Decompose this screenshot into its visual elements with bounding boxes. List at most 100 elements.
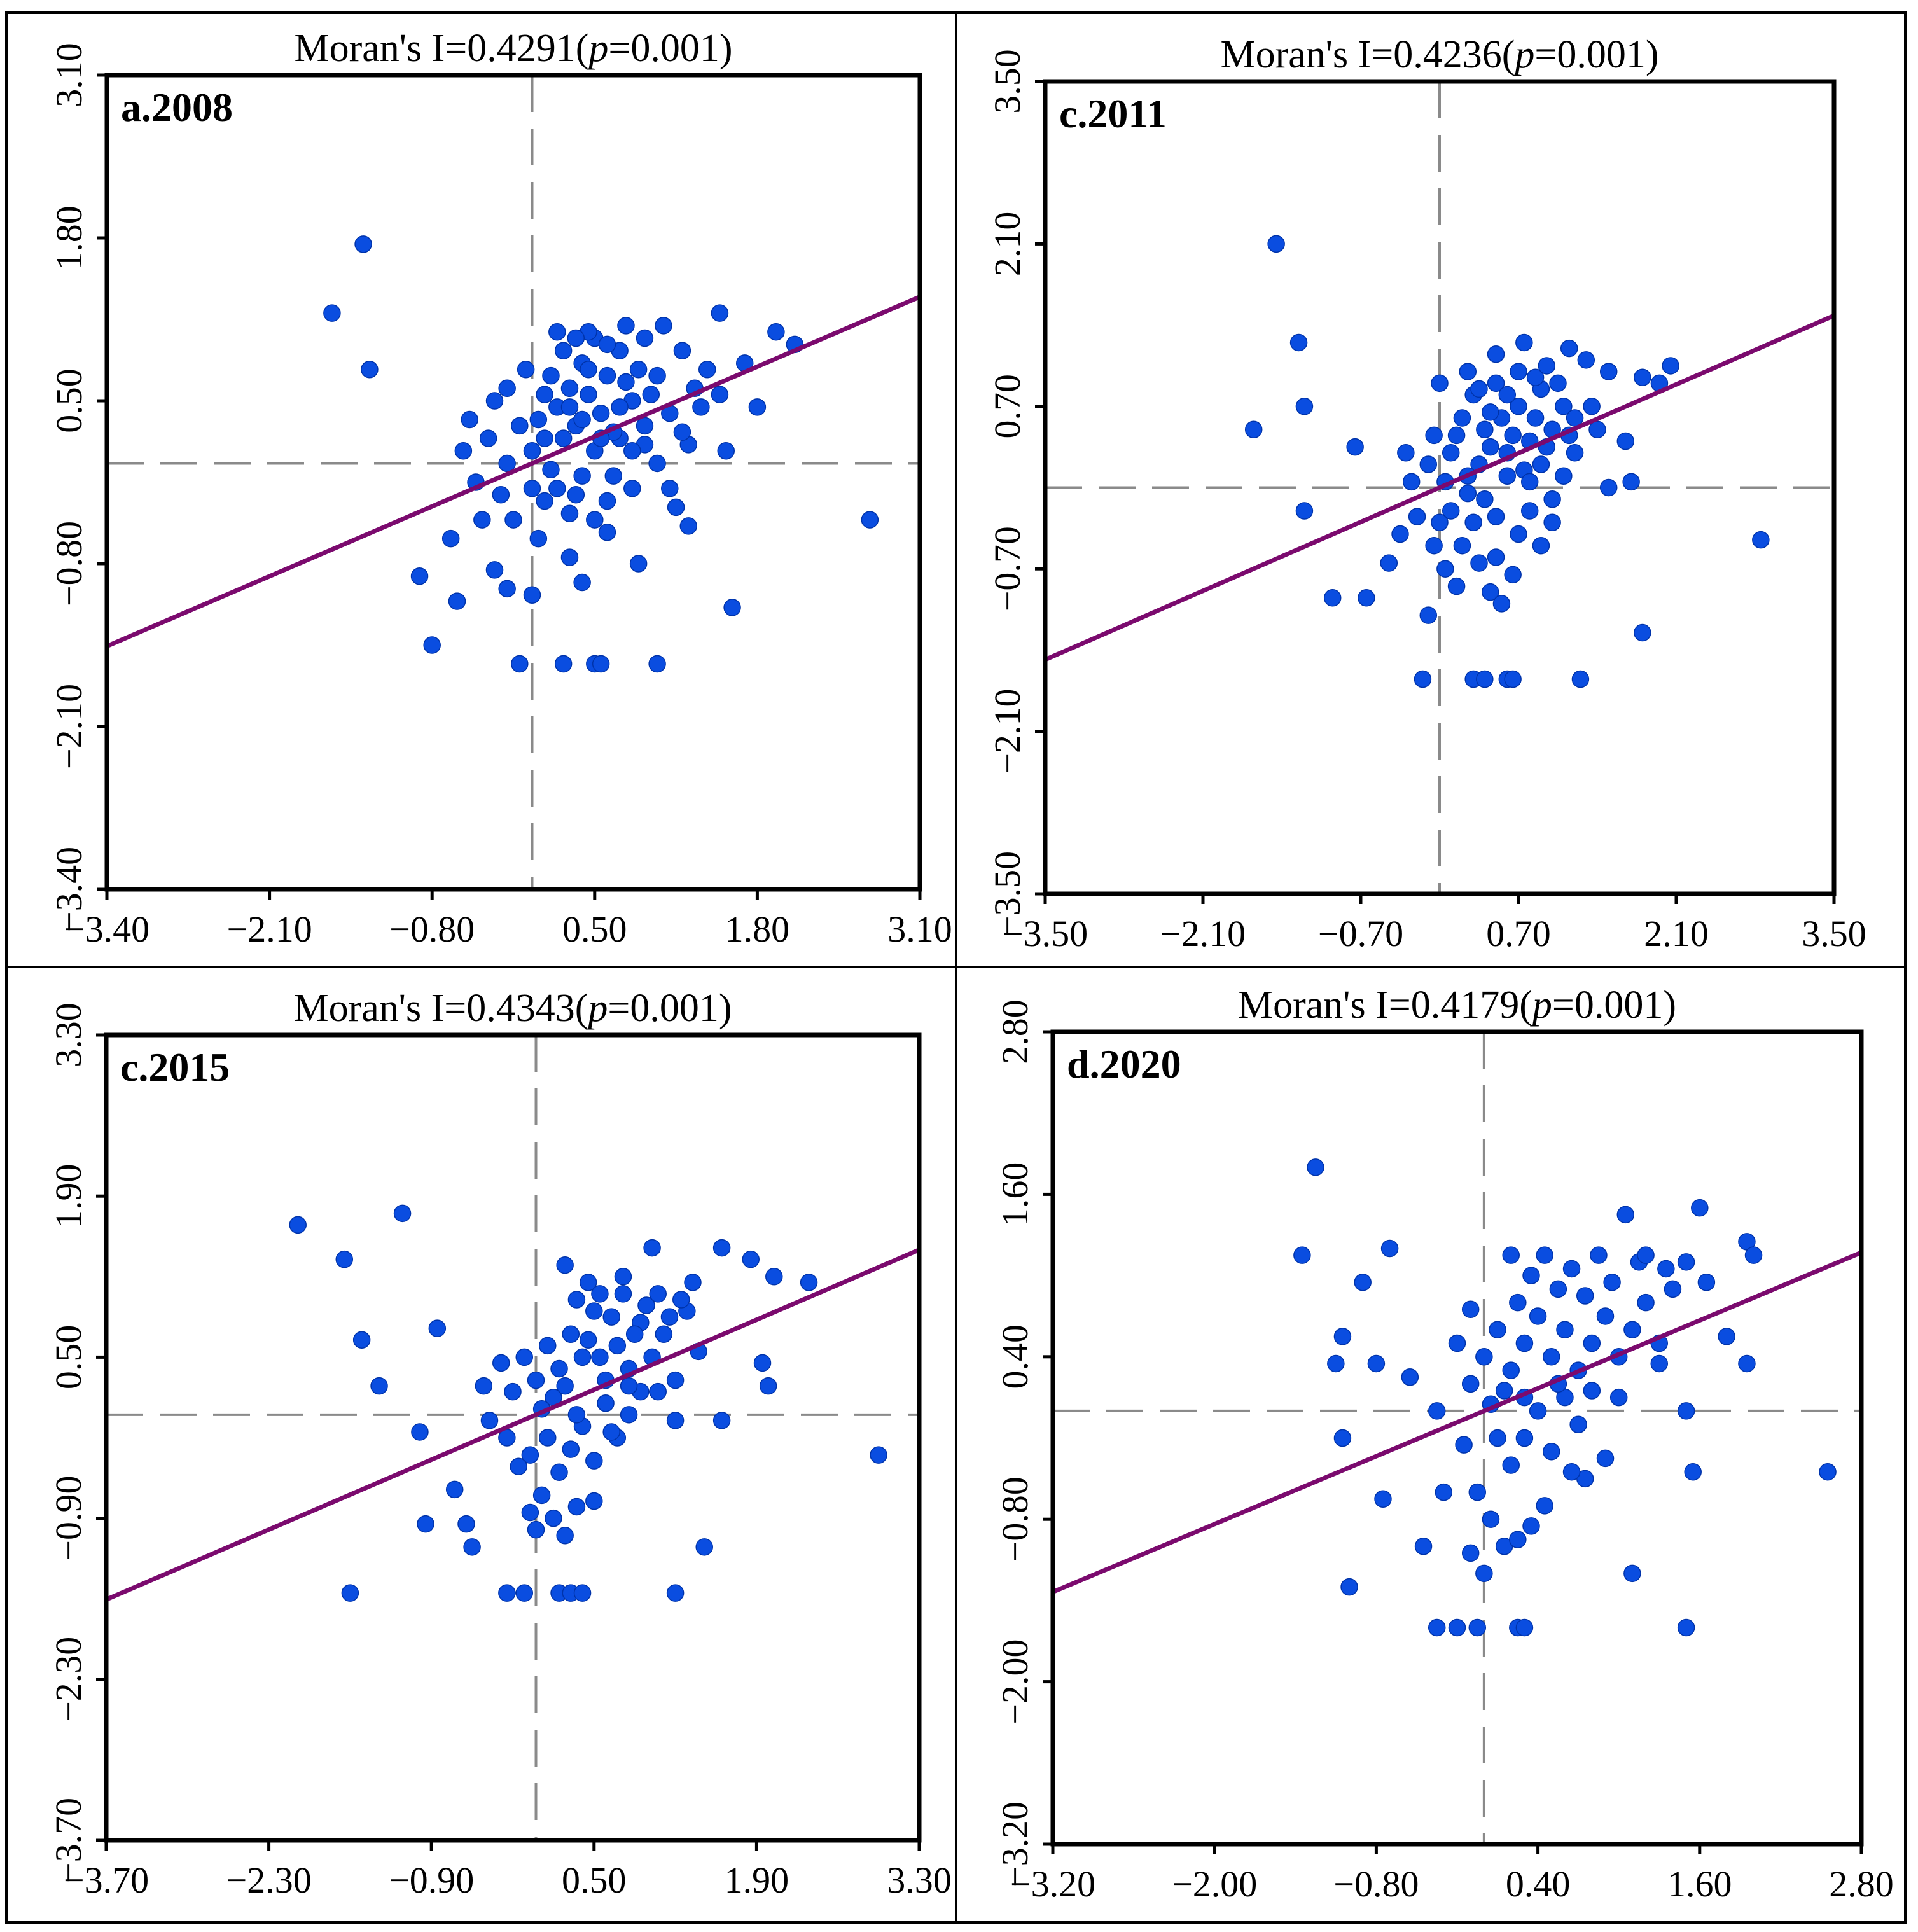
data-point xyxy=(441,529,460,548)
data-point xyxy=(579,1274,597,1291)
data-point xyxy=(1677,1253,1695,1271)
data-point xyxy=(1520,502,1539,520)
y-tick-label: 2.80 xyxy=(994,999,1036,1064)
data-point xyxy=(417,1515,434,1533)
data-point xyxy=(517,361,535,379)
data-point xyxy=(1562,1463,1581,1481)
data-point xyxy=(515,1584,534,1602)
x-tick-label: 0.50 xyxy=(562,908,627,950)
data-point xyxy=(1340,1578,1358,1596)
data-point xyxy=(1664,1280,1682,1298)
y-tick-label: 3.50 xyxy=(987,49,1028,114)
x-tick-label: 2.80 xyxy=(1829,1863,1894,1905)
data-point xyxy=(742,1250,760,1268)
data-point xyxy=(598,492,616,510)
data-point xyxy=(1596,1449,1615,1468)
data-point xyxy=(550,1359,568,1378)
data-point xyxy=(527,1371,545,1389)
data-point xyxy=(1419,455,1438,473)
data-point xyxy=(289,1216,307,1234)
data-point xyxy=(1555,467,1573,485)
data-point xyxy=(666,1371,685,1389)
data-point xyxy=(1487,548,1505,566)
data-point xyxy=(1428,1402,1446,1420)
y-tick-label: −3.20 xyxy=(994,1802,1036,1887)
data-point xyxy=(1391,525,1409,543)
data-point xyxy=(712,1412,731,1429)
data-point xyxy=(673,423,691,441)
data-point xyxy=(1475,1348,1493,1366)
data-point xyxy=(1562,1260,1581,1278)
data-point xyxy=(423,636,441,654)
data-point xyxy=(861,511,879,529)
data-point xyxy=(573,1584,592,1602)
data-point xyxy=(510,1457,527,1475)
data-point xyxy=(1549,374,1567,393)
data-point xyxy=(1677,1618,1695,1637)
data-point xyxy=(1662,357,1679,375)
data-point xyxy=(1599,363,1618,380)
data-point xyxy=(523,442,541,460)
data-point xyxy=(637,1296,655,1314)
regression-line xyxy=(106,1247,919,1602)
data-point xyxy=(598,524,616,541)
panel-c-2011: Moran's I=0.4236(p=0.001) c.2011 −3.50−3… xyxy=(987,33,1866,954)
data-point xyxy=(1634,368,1651,386)
data-point xyxy=(352,1331,371,1349)
x-tick-label: 2.10 xyxy=(1644,913,1709,954)
data-point xyxy=(1293,1246,1311,1264)
x-tick-label: −0.70 xyxy=(1318,913,1403,954)
data-point xyxy=(335,1250,354,1268)
data-point xyxy=(521,1446,539,1464)
data-point xyxy=(1555,398,1573,415)
data-point xyxy=(1447,577,1466,595)
data-point xyxy=(1464,513,1482,531)
data-point xyxy=(679,517,698,535)
data-point xyxy=(1481,403,1499,421)
data-point xyxy=(1590,1246,1608,1264)
data-point xyxy=(673,342,691,359)
data-point xyxy=(1333,1328,1352,1345)
data-point xyxy=(1718,1328,1735,1345)
data-point xyxy=(717,442,735,460)
data-point xyxy=(580,386,597,403)
data-point xyxy=(1498,386,1517,404)
data-point xyxy=(636,417,654,435)
data-point xyxy=(1510,363,1527,380)
data-point xyxy=(480,1412,499,1429)
data-point xyxy=(1543,490,1561,508)
panel-a-label: a.2008 xyxy=(121,85,233,130)
data-point xyxy=(1549,1280,1567,1298)
data-point xyxy=(591,1348,609,1366)
data-point xyxy=(1333,1429,1352,1447)
data-point xyxy=(642,386,660,403)
data-point xyxy=(614,1285,632,1303)
data-point xyxy=(1560,339,1578,358)
panel-d-label: d.2020 xyxy=(1067,1041,1181,1087)
data-point xyxy=(1475,1564,1493,1583)
data-point xyxy=(1346,438,1364,456)
panel-d-title: Moran's I=0.4179(p=0.001) xyxy=(1238,983,1676,1027)
data-point xyxy=(1481,438,1499,456)
data-point xyxy=(428,1319,447,1337)
data-point xyxy=(1588,420,1606,439)
data-point xyxy=(1504,566,1522,584)
regression-line xyxy=(1053,1250,1861,1594)
data-point xyxy=(648,366,666,385)
x-tick-label: −3.70 xyxy=(64,1859,149,1901)
data-point xyxy=(692,398,710,416)
data-point xyxy=(608,1337,627,1355)
data-point xyxy=(521,1503,539,1522)
data-point xyxy=(1489,1321,1506,1338)
data-point xyxy=(536,386,553,403)
data-point xyxy=(1267,235,1285,253)
y-tick-label: −0.80 xyxy=(48,521,90,606)
data-point xyxy=(1536,1497,1553,1515)
x-tick-label: 1.80 xyxy=(725,908,790,950)
panel-c2015-title: Moran's I=0.4343(p=0.001) xyxy=(294,987,732,1030)
data-point xyxy=(536,492,553,510)
data-point xyxy=(1526,368,1545,386)
data-point xyxy=(649,1382,667,1401)
data-point xyxy=(515,1348,534,1366)
data-point xyxy=(711,386,729,403)
